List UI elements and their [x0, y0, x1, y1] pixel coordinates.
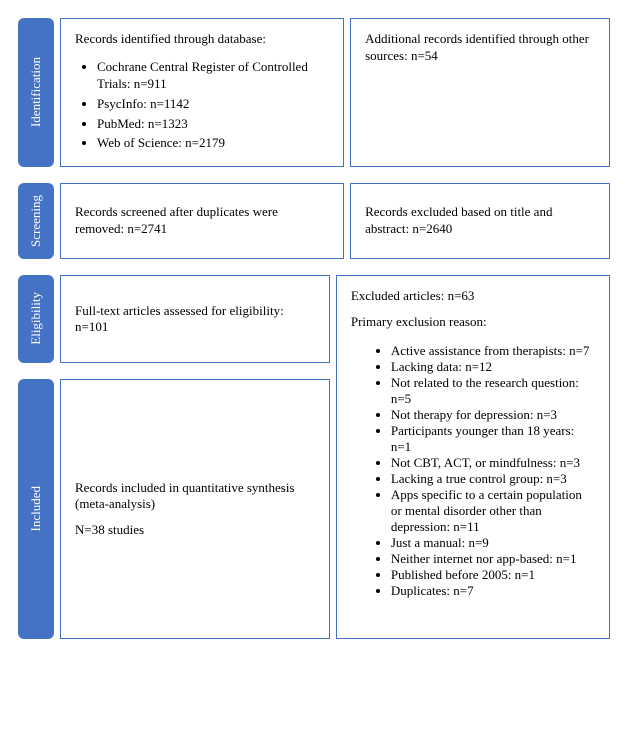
- identification-stage-label: Identification: [18, 18, 54, 167]
- eligibility-label-text: Eligibility: [28, 292, 44, 345]
- eligibility-stage-label: Eligibility: [18, 275, 54, 363]
- list-item: Neither internet nor app-based: n=1: [391, 551, 595, 567]
- identification-label-text: Identification: [28, 57, 44, 127]
- included-label-text: Included: [28, 486, 44, 531]
- identification-left-box: Records identified through database: Coc…: [60, 18, 344, 167]
- list-item: Duplicates: n=7: [391, 583, 595, 599]
- list-item: Just a manual: n=9: [391, 535, 595, 551]
- included-stage-label: Included: [18, 379, 54, 639]
- included-left-line3: N=38 studies: [75, 522, 315, 538]
- excluded-right-box: Excluded articles: n=63 Primary exclusio…: [336, 275, 610, 639]
- screening-left-box: Records screened after duplicates were r…: [60, 183, 344, 259]
- screening-right-text: Records excluded based on title and abst…: [365, 204, 595, 238]
- list-item: Lacking a true control group: n=3: [391, 471, 595, 487]
- list-item: Published before 2005: n=1: [391, 567, 595, 583]
- list-item: Cochrane Central Register of Controlled …: [97, 58, 329, 93]
- screening-stage-label: Screening: [18, 183, 54, 259]
- list-item: Active assistance from therapists: n=7: [391, 343, 595, 359]
- included-left-line2: (meta-analysis): [75, 496, 315, 512]
- screening-boxes: Records screened after duplicates were r…: [60, 183, 610, 259]
- list-item: Apps specific to a certain population or…: [391, 487, 595, 535]
- screening-row: Screening Records screened after duplica…: [18, 183, 610, 259]
- eligibility-left-text: Full-text articles assessed for eligibil…: [75, 303, 315, 335]
- identification-boxes: Records identified through database: Coc…: [60, 18, 610, 167]
- included-left-box: Records included in quantitative synthes…: [60, 379, 330, 639]
- screening-right-box: Records excluded based on title and abst…: [350, 183, 610, 259]
- list-item: Lacking data: n=12: [391, 359, 595, 375]
- excluded-list: Active assistance from therapists: n=7 L…: [351, 343, 595, 599]
- screening-label-text: Screening: [28, 195, 44, 247]
- identification-right-box: Additional records identified through ot…: [350, 18, 610, 167]
- identification-right-text: Additional records identified through ot…: [365, 31, 595, 65]
- eligibility-left-box: Full-text articles assessed for eligibil…: [60, 275, 330, 363]
- list-item: Not CBT, ACT, or mindfulness: n=3: [391, 455, 595, 471]
- list-item: Not therapy for depression: n=3: [391, 407, 595, 423]
- identification-left-intro: Records identified through database:: [75, 31, 329, 48]
- list-item: PubMed: n=1323: [97, 115, 329, 133]
- identification-row: Identification Records identified throug…: [18, 18, 610, 167]
- excluded-intro: Excluded articles: n=63: [351, 288, 595, 304]
- list-item: Not related to the research question: n=…: [391, 375, 595, 407]
- identification-left-list: Cochrane Central Register of Controlled …: [75, 58, 329, 154]
- excluded-sub: Primary exclusion reason:: [351, 314, 595, 330]
- list-item: Participants younger than 18 years: n=1: [391, 423, 595, 455]
- screening-left-text: Records screened after duplicates were r…: [75, 204, 329, 238]
- included-left-line1: Records included in quantitative synthes…: [75, 480, 315, 496]
- list-item: Web of Science: n=2179: [97, 134, 329, 152]
- eligibility-included-row: Eligibility Included Full-text articles …: [18, 275, 610, 639]
- list-item: PsycInfo: n=1142: [97, 95, 329, 113]
